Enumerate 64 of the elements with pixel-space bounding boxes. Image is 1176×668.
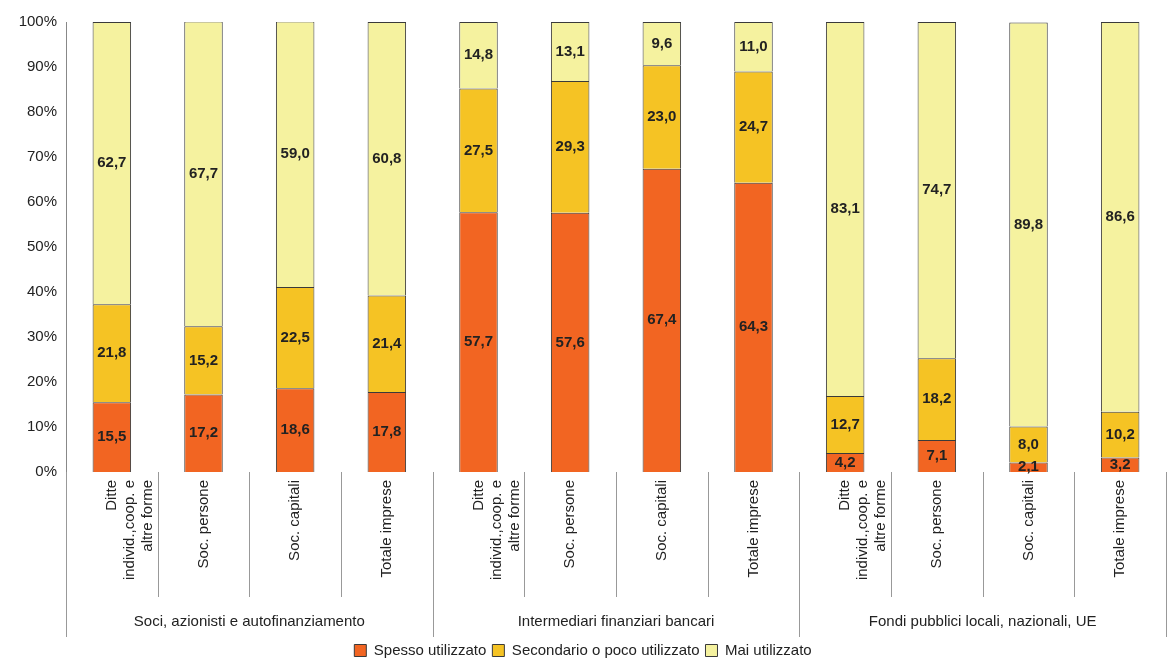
y-tick-label: 70% [26, 147, 57, 165]
data-label: 7,1 [926, 446, 948, 464]
text: Fondi pubblici locali, nazionali, UE [868, 612, 1097, 630]
data-label: 3,2 [1109, 454, 1131, 472]
y-tick-label: 60% [26, 192, 57, 210]
data-label: 67,4 [647, 310, 678, 328]
y-tick-label: 90% [26, 57, 57, 75]
x-tick-label: Soc. capitali [651, 480, 669, 561]
x-tick-label: Soc. persone [560, 480, 578, 569]
data-label: 59,0 [280, 144, 310, 162]
legend-label: Mai utilizzato [724, 640, 812, 658]
data-label: 62,7 [97, 153, 127, 171]
text: Intermediari finanziari bancari [517, 612, 715, 630]
data-label: 57,6 [555, 332, 585, 350]
x-tick-label: Totale imprese [1110, 480, 1128, 578]
data-label: 21,8 [97, 343, 127, 361]
data-label: 12,7 [830, 414, 860, 432]
x-tick-label: Soc. capitali [285, 480, 303, 561]
y-tick-label: 20% [26, 372, 57, 390]
data-label: 22,5 [280, 327, 310, 345]
data-label: 18,2 [922, 389, 952, 407]
data-label: 15,2 [188, 350, 219, 368]
y-tick-label: 30% [26, 327, 57, 345]
data-label: 13,1 [555, 41, 585, 59]
x-tick-label: Totale imprese [376, 480, 394, 578]
data-label: 10,2 [1105, 424, 1135, 442]
data-label: 14,8 [463, 45, 494, 63]
x-tick-label: Ditte individ.,coop. e altre forme [835, 480, 889, 581]
y-tick-label: 40% [26, 282, 57, 300]
data-label: 29,3 [555, 137, 585, 155]
data-label: 74,7 [922, 180, 952, 198]
data-label: 8,0 [1018, 434, 1039, 452]
data-label: 57,7 [463, 332, 494, 350]
y-tick-label: 0% [35, 462, 57, 480]
data-label: 64,3 [738, 317, 769, 335]
data-label: 60,8 [372, 148, 402, 166]
data-label: 24,7 [738, 117, 769, 135]
data-label: 83,1 [830, 199, 860, 217]
y-tick-label: 100% [18, 12, 57, 30]
x-tick-label: Soc. capitali [1018, 480, 1036, 561]
legend-label: Spesso utilizzato [373, 640, 487, 658]
data-label: 23,0 [647, 107, 677, 125]
data-label: 15,5 [97, 427, 127, 445]
y-tick-label: 10% [26, 417, 57, 435]
data-label: 86,6 [1105, 206, 1135, 224]
x-tick-label: Totale imprese [743, 480, 761, 578]
data-label: 17,2 [188, 423, 219, 441]
data-label: 67,7 [188, 164, 219, 182]
y-tick-label: 80% [26, 102, 57, 120]
data-label: 18,6 [280, 420, 310, 438]
data-label: 4,2 [834, 452, 856, 470]
data-label: 21,4 [372, 333, 403, 351]
x-tick-label: Soc. persone [193, 480, 211, 569]
x-tick-label: Ditte individ.,coop. e altre forme [101, 480, 155, 581]
y-tick-label: 50% [26, 237, 57, 255]
data-label: 27,5 [463, 140, 494, 158]
x-tick-label: Ditte individ.,coop. e altre forme [468, 480, 522, 581]
data-label: 9,6 [651, 33, 673, 51]
data-label: 17,8 [372, 422, 402, 440]
data-label: 89,8 [1013, 214, 1044, 232]
text: Soci, azionisti e autofinanziamento [133, 612, 365, 630]
x-tick-label: Soc. persone [926, 480, 944, 569]
legend-label: Secondario o poco utilizzato [511, 640, 700, 658]
data-label: 11,0 [739, 36, 768, 54]
